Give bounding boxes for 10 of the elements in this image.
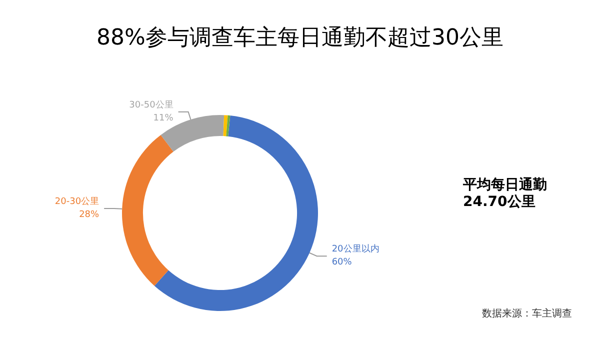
- data-label: 28%: [79, 210, 100, 220]
- data-label: 60%: [332, 258, 352, 268]
- text: 24.70公里: [462, 194, 536, 210]
- slice-label: 30-50公里: [129, 99, 174, 110]
- source-note: 数据来源：车主调查: [482, 308, 572, 320]
- chart-title: 88%参与调查车主每日通勤不超过30公里: [96, 26, 504, 50]
- slice-label: 20公里以内: [332, 244, 380, 255]
- data-label: 11%: [153, 113, 174, 124]
- slice-label: 20-30公里: [54, 196, 100, 208]
- text: 平均每日通勤: [462, 176, 547, 193]
